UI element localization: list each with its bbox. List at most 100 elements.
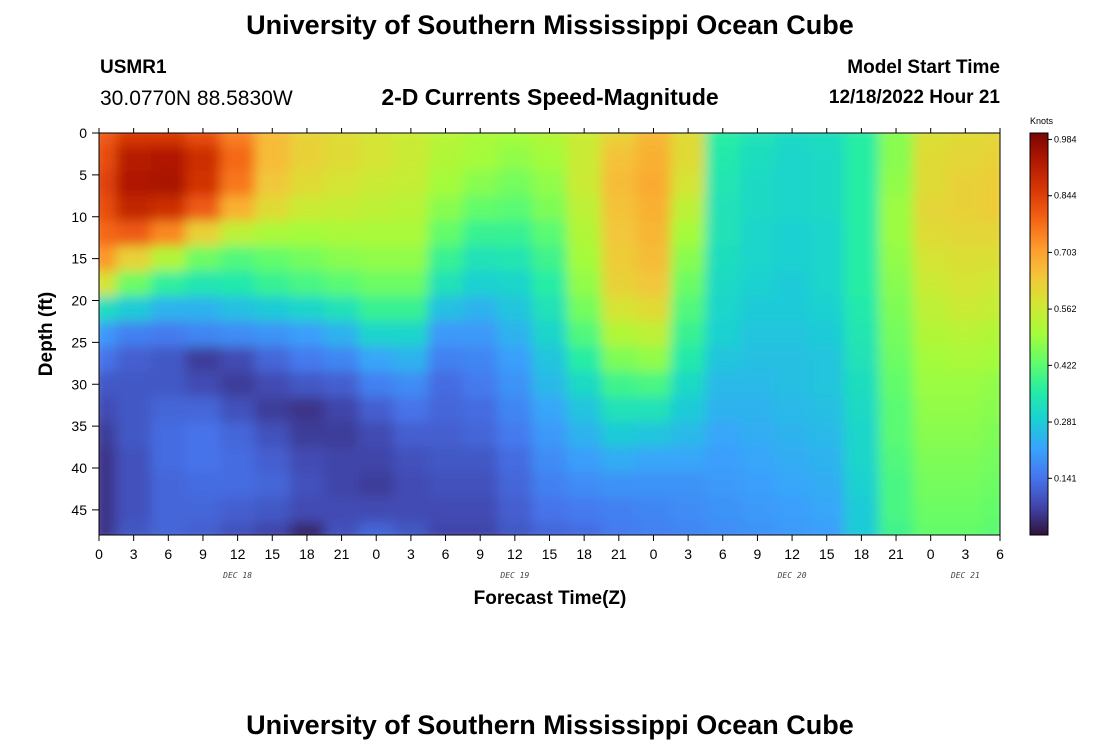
heatmap-cell (428, 346, 464, 373)
heatmap-cell (497, 396, 533, 423)
heatmap-cell (116, 296, 152, 323)
heatmap-cell (116, 321, 152, 348)
heatmap-cell (358, 170, 395, 197)
heatmap-cell (878, 133, 914, 147)
heatmap-cell (809, 497, 845, 524)
x-axis-title: Forecast Time(Z) (474, 588, 627, 609)
colorbar-tick-label: 0.141 (1054, 473, 1077, 483)
heatmap-cell (358, 522, 395, 535)
heatmap-cell (809, 522, 845, 535)
heatmap-cell (220, 133, 256, 147)
day-label: DEC 18 (222, 571, 252, 580)
heatmap-cell (289, 133, 325, 147)
heatmap-cell (220, 170, 256, 197)
x-axis: 0 3 6 9 12 15 18 21 0 3 6 9 12 15 18 21 0 3 6 9 12 15 18 21 0 3 6 D… (95, 128, 1004, 580)
heatmap-cell (774, 472, 810, 498)
heatmap-cell (324, 296, 360, 323)
heatmap-cell (982, 321, 1000, 348)
heatmap-cell (670, 170, 707, 197)
heatmap-cell (393, 396, 429, 423)
heatmap-cell (324, 472, 360, 498)
heatmap-cell (740, 346, 776, 373)
heatmap-cell (636, 346, 672, 373)
heatmap-cell (358, 133, 395, 147)
x-tick-label: 3 (961, 546, 969, 562)
heatmap-cell (809, 271, 845, 297)
heatmap-cell (844, 195, 880, 222)
heatmap-cell (289, 371, 325, 398)
heatmap-cell (601, 472, 637, 498)
heatmap-cell (705, 170, 741, 197)
heatmap-cell (844, 133, 880, 147)
heatmap-cell (774, 296, 810, 323)
heatmap-cell (358, 421, 395, 448)
heatmap-cell (809, 296, 845, 323)
heatmap-cell (601, 170, 637, 197)
y-tick-label: 25 (71, 334, 87, 350)
heatmap-cell (844, 472, 880, 498)
heatmap-cell (740, 396, 776, 423)
heatmap-cell (220, 220, 256, 247)
heatmap-cell (428, 472, 464, 498)
heatmap-cell (913, 371, 949, 398)
heatmap-cell (774, 145, 810, 172)
heatmap-cell (878, 321, 914, 348)
heatmap-cell (844, 145, 880, 172)
heatmap-cell (150, 421, 187, 448)
heatmap-cell (99, 133, 117, 147)
heatmap-cell (774, 396, 810, 423)
heatmap-cell (913, 271, 949, 297)
heatmap-cell (220, 497, 256, 524)
heatmap-cell (878, 447, 914, 473)
colorbar-gradient (1029, 132, 1049, 536)
heatmap-cell (116, 145, 152, 172)
heatmap-cell (185, 447, 221, 473)
heatmap-cell (462, 497, 499, 524)
heatmap-cell (844, 321, 880, 348)
heatmap-cell (393, 133, 429, 147)
heatmap-cell (670, 371, 707, 398)
heatmap-cell (636, 271, 672, 297)
heatmap-cell (116, 170, 152, 197)
heatmap-cell (289, 421, 325, 448)
heatmap-cell (428, 421, 464, 448)
heatmap-cell (809, 170, 845, 197)
heatmap-cell (393, 220, 429, 247)
heatmap-cell (289, 497, 325, 524)
heatmap-cell (428, 522, 464, 535)
heatmap-cell (844, 296, 880, 323)
heatmap-cell (185, 321, 221, 348)
heatmap-cell (774, 321, 810, 348)
heatmap-cell (705, 145, 741, 172)
heatmap-cell (185, 497, 221, 524)
heatmap-cell (393, 447, 429, 473)
y-tick-label: 15 (71, 251, 87, 267)
heatmap-cell (705, 472, 741, 498)
heatmap-cell (601, 296, 637, 323)
x-tick-label: 3 (684, 546, 692, 562)
x-tick-label: 18 (576, 546, 592, 562)
heatmap-cell (220, 145, 256, 172)
heatmap-cell (809, 447, 845, 473)
heatmap-cell (705, 271, 741, 297)
heatmap-cell (116, 421, 152, 448)
heatmap-cell (150, 133, 187, 147)
x-tick-label: 9 (754, 546, 762, 562)
heatmap-cell (913, 195, 949, 222)
heatmap-cell (670, 472, 707, 498)
heatmap-cell (462, 170, 499, 197)
heatmap-cell (740, 497, 776, 524)
x-tick-label: 12 (784, 546, 800, 562)
heatmap-cell (532, 497, 568, 524)
heatmap-cell (497, 133, 533, 147)
heatmap-cell (220, 371, 256, 398)
heatmap-cell (428, 396, 464, 423)
heatmap-cell (462, 220, 499, 247)
heatmap-cell (740, 421, 776, 448)
heatmap-cell (497, 246, 533, 272)
heatmap-cell (740, 170, 776, 197)
heatmap-cell (601, 195, 637, 222)
heatmap-cell (185, 133, 221, 147)
heatmap-cell (497, 421, 533, 448)
heatmap-cell (948, 133, 984, 147)
